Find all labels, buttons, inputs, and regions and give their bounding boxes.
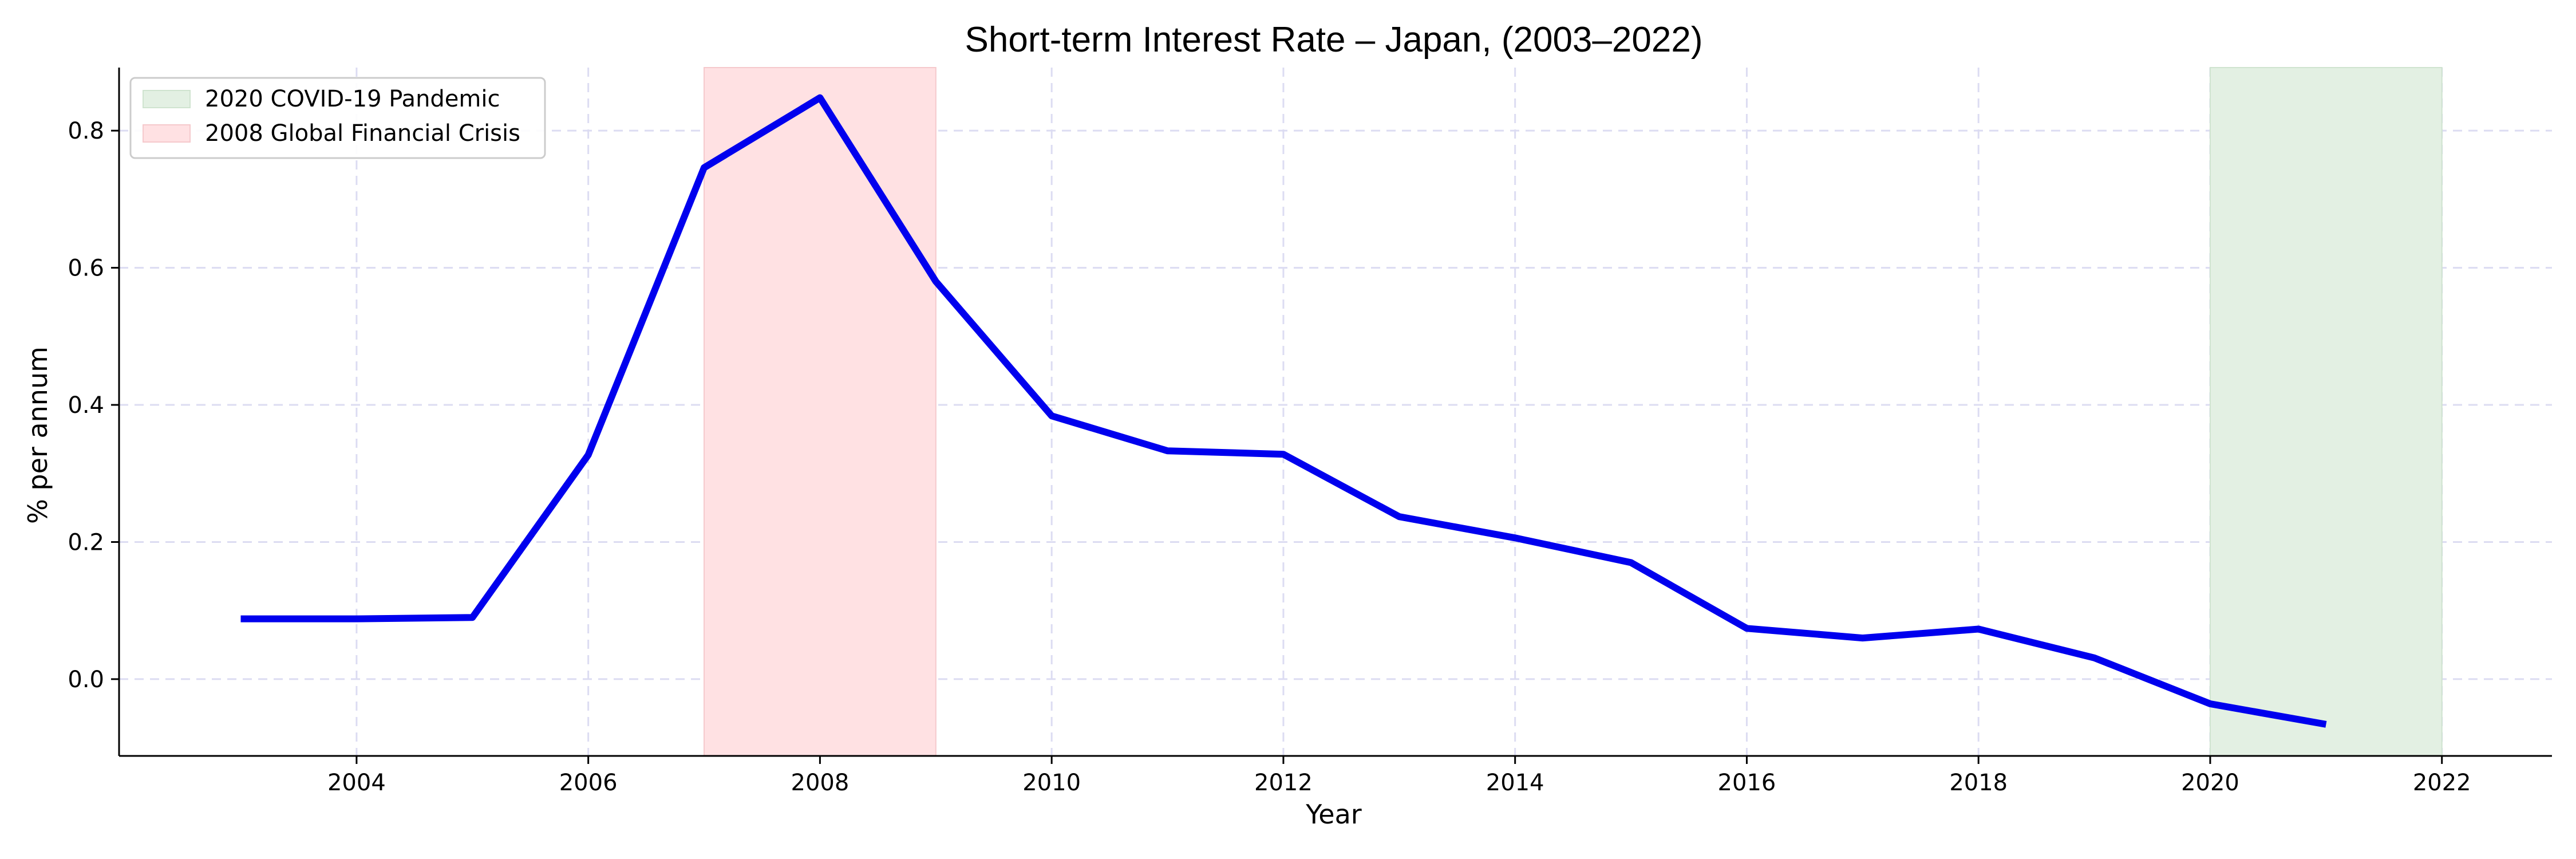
- x-tick-label: 2022: [2413, 770, 2471, 796]
- y-tick-label: 0.6: [68, 255, 104, 282]
- shaded-region-0: [2209, 67, 2443, 756]
- legend-label-1: 2008 Global Financial Crisis: [205, 120, 520, 147]
- x-tick-label: 2012: [1254, 770, 1313, 796]
- legend-label-0: 2020 COVID-19 Pandemic: [205, 86, 500, 112]
- chart-title: Short-term Interest Rate – Japan, (2003–…: [965, 20, 1703, 60]
- series-layer: [240, 94, 2327, 728]
- y-tick-label: 0.0: [68, 667, 104, 693]
- x-tick-label: 2020: [2181, 770, 2239, 796]
- grid: [119, 68, 2552, 756]
- legend-swatch-1: [143, 124, 191, 143]
- x-tick-label: 2006: [559, 770, 618, 796]
- shaded-regions: [704, 67, 2443, 756]
- shaded-region-1: [704, 67, 937, 756]
- y-tick-label: 0.4: [68, 392, 104, 419]
- x-tick-label: 2004: [327, 770, 386, 796]
- y-tick-label: 0.8: [68, 118, 104, 144]
- x-tick-label: 2014: [1486, 770, 1544, 796]
- x-tick-label: 2018: [1949, 770, 2008, 796]
- x-tick-label: 2016: [1718, 770, 1776, 796]
- x-tick-label: 2008: [791, 770, 850, 796]
- legend: 2020 COVID-19 Pandemic 2008 Global Financ…: [129, 77, 546, 159]
- series-line-0: [240, 94, 2327, 728]
- y-axis-label: % per annum: [22, 346, 53, 524]
- ticks: 2004 2006 2008 2010 2012 2014 2016 2018 2020 2022…: [68, 118, 2471, 796]
- axes: [118, 68, 2552, 757]
- x-tick-label: 2010: [1022, 770, 1081, 796]
- legend-swatch-0: [143, 90, 191, 108]
- legend-box: [129, 77, 546, 159]
- y-tick-label: 0.2: [68, 529, 104, 555]
- x-axis-label: Year: [1305, 799, 1361, 830]
